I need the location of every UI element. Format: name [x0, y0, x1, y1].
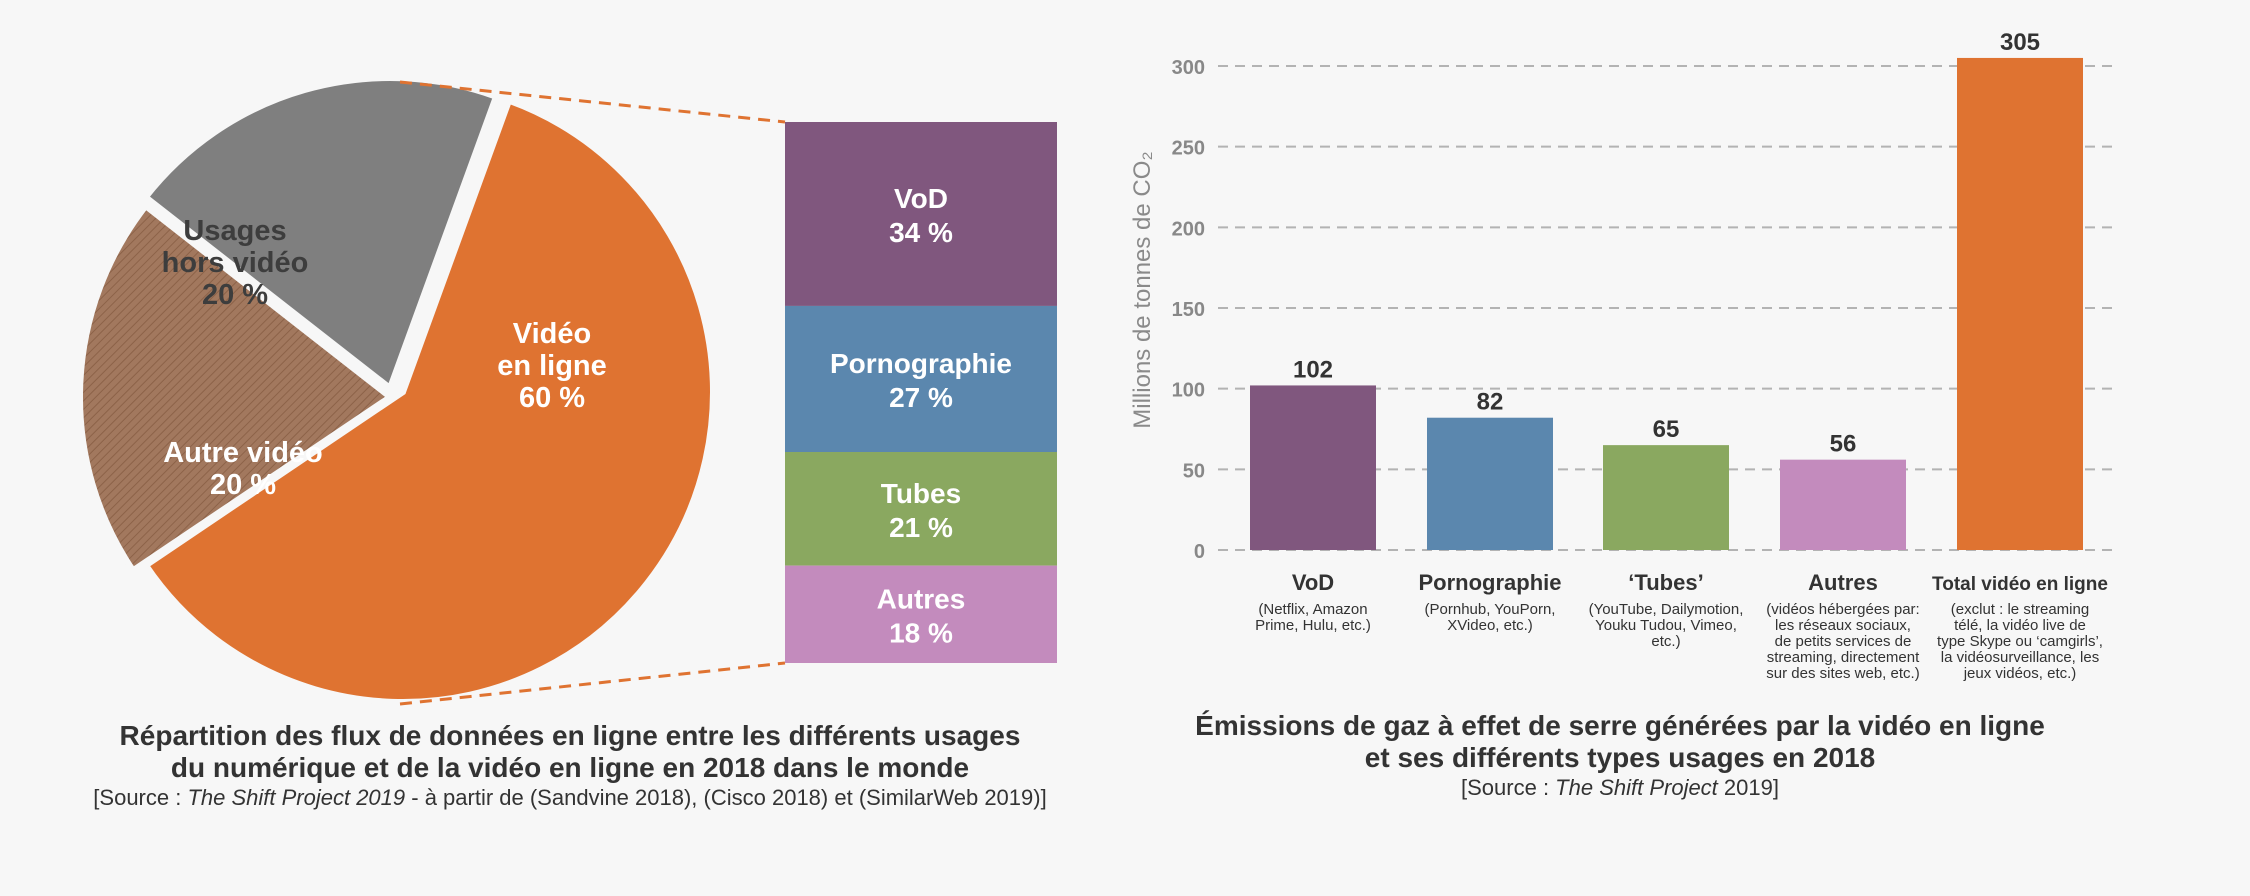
connector-line-top — [399, 80, 786, 124]
bar — [1780, 459, 1906, 550]
bar-value-label: 65 — [1653, 416, 1680, 443]
bar-description-line: télé, la vidéo live de — [1954, 617, 2086, 634]
pie-slice-label-line: hors vidéo — [162, 247, 309, 279]
stack-segment — [785, 565, 1057, 663]
connector-line-bottom — [399, 661, 786, 706]
bar-description-line: Prime, Hulu, etc.) — [1255, 617, 1371, 634]
stack-segment-name: Tubes — [881, 478, 961, 509]
bar-chart: 0 50 100 150 200 250 300 Millions de tonnes de … — [1129, 29, 2112, 682]
bar-value-label: 305 — [2000, 29, 2040, 56]
stack-segment — [785, 305, 1057, 453]
stack-segment-name: Pornographie — [830, 348, 1012, 379]
pie-slice-label-line: Vidéo — [513, 318, 591, 350]
bar-description-line: (Pornhub, YouPorn, — [1425, 601, 1556, 618]
y-tick-label: 200 — [1172, 218, 1205, 240]
bar-description-line: type Skype ou ‘camgirls’, — [1937, 633, 2103, 650]
pie-slice-label-line: 20 % — [210, 469, 276, 501]
bar-description-line: de petits services de — [1775, 633, 1912, 650]
pie-source: [Source : The Shift Project 2019 - à par… — [93, 785, 1047, 810]
bar-value-label: 82 — [1477, 389, 1504, 416]
y-tick-label: 0 — [1194, 541, 1205, 563]
bar-description-line: Youku Tudou, Vimeo, — [1595, 617, 1737, 634]
bar-description-line: les réseaux sociaux, — [1775, 617, 1911, 634]
bar-description-line: (Netflix, Amazon — [1258, 601, 1367, 618]
pie-slice-label-line: Autre vidéo — [163, 437, 323, 469]
stack-segment-name: Autres — [877, 583, 966, 614]
stack-segment — [785, 452, 1057, 566]
bar-category-label: ‘Tubes’ — [1628, 570, 1703, 595]
bar-description-line: jeux vidéos, etc.) — [1963, 665, 2077, 682]
bar-description-line: streaming, directement — [1767, 649, 1920, 666]
bar — [1603, 445, 1729, 550]
bar-description-line: la vidéosurveillance, les — [1941, 649, 2099, 666]
stack-segment-pct: 34 % — [889, 217, 953, 248]
pie-title-line2: du numérique et de la vidéo en ligne en … — [170, 752, 970, 783]
bar-value-label: 102 — [1293, 356, 1333, 383]
y-tick-label: 300 — [1172, 57, 1205, 79]
stack-segment-name: VoD — [894, 183, 948, 214]
pie-slice — [77, 201, 396, 575]
bar — [1427, 417, 1553, 550]
bar-category-label: Pornographie — [1418, 570, 1561, 595]
pie-slice-label-line: 20 % — [202, 279, 268, 311]
stack-segment-pct: 18 % — [889, 617, 953, 648]
stack-segment-pct: 21 % — [889, 512, 953, 543]
y-axis-label: Millions de tonnes de CO₂ — [1129, 151, 1156, 428]
bar-source: [Source : The Shift Project 2019] — [1461, 775, 1779, 800]
stack-segment — [785, 122, 1057, 306]
pie-slice-label-line: 60 % — [519, 382, 585, 414]
bar-title-line2: et ses différents types usages en 2018 — [1364, 742, 1876, 773]
y-tick-label: 50 — [1183, 460, 1205, 482]
pie-slice-label-line: en ligne — [497, 350, 607, 382]
bar-value-label: 56 — [1830, 431, 1857, 458]
bar-description-line: (exclut : le streaming — [1951, 601, 2089, 618]
bar-category-label: Autres — [1808, 570, 1878, 595]
bar — [1957, 57, 2083, 550]
pie-slice-label-line: Usages — [183, 215, 286, 247]
y-tick-label: 100 — [1172, 380, 1205, 402]
pie-slice — [141, 75, 500, 393]
bar-category-label: VoD — [1292, 570, 1334, 595]
y-tick-label: 250 — [1172, 138, 1205, 160]
pie-title-line1: Répartition des flux de données en ligne… — [119, 720, 1021, 751]
bar — [1250, 385, 1376, 550]
bar-category-label: Total vidéo en ligne — [1932, 574, 2108, 595]
bar-description-line: etc.) — [1651, 633, 1680, 650]
bar-caption: Émissions de gaz à effet de serre généré… — [1140, 710, 2100, 802]
stack-segment-pct: 27 % — [889, 382, 953, 413]
bar-description-line: sur des sites web, etc.) — [1766, 665, 1919, 682]
y-tick-label: 150 — [1172, 299, 1205, 321]
bar-description-line: (YouTube, Dailymotion, — [1589, 601, 1744, 618]
bar-description-line: (vidéos hébergées par: — [1766, 601, 1919, 618]
pie-slice — [141, 96, 716, 705]
bar-description-line: XVideo, etc.) — [1447, 617, 1533, 634]
bar-title-line1: Émissions de gaz à effet de serre généré… — [1195, 710, 2045, 741]
pie-caption: Répartition des flux de données en ligne… — [60, 720, 1080, 812]
